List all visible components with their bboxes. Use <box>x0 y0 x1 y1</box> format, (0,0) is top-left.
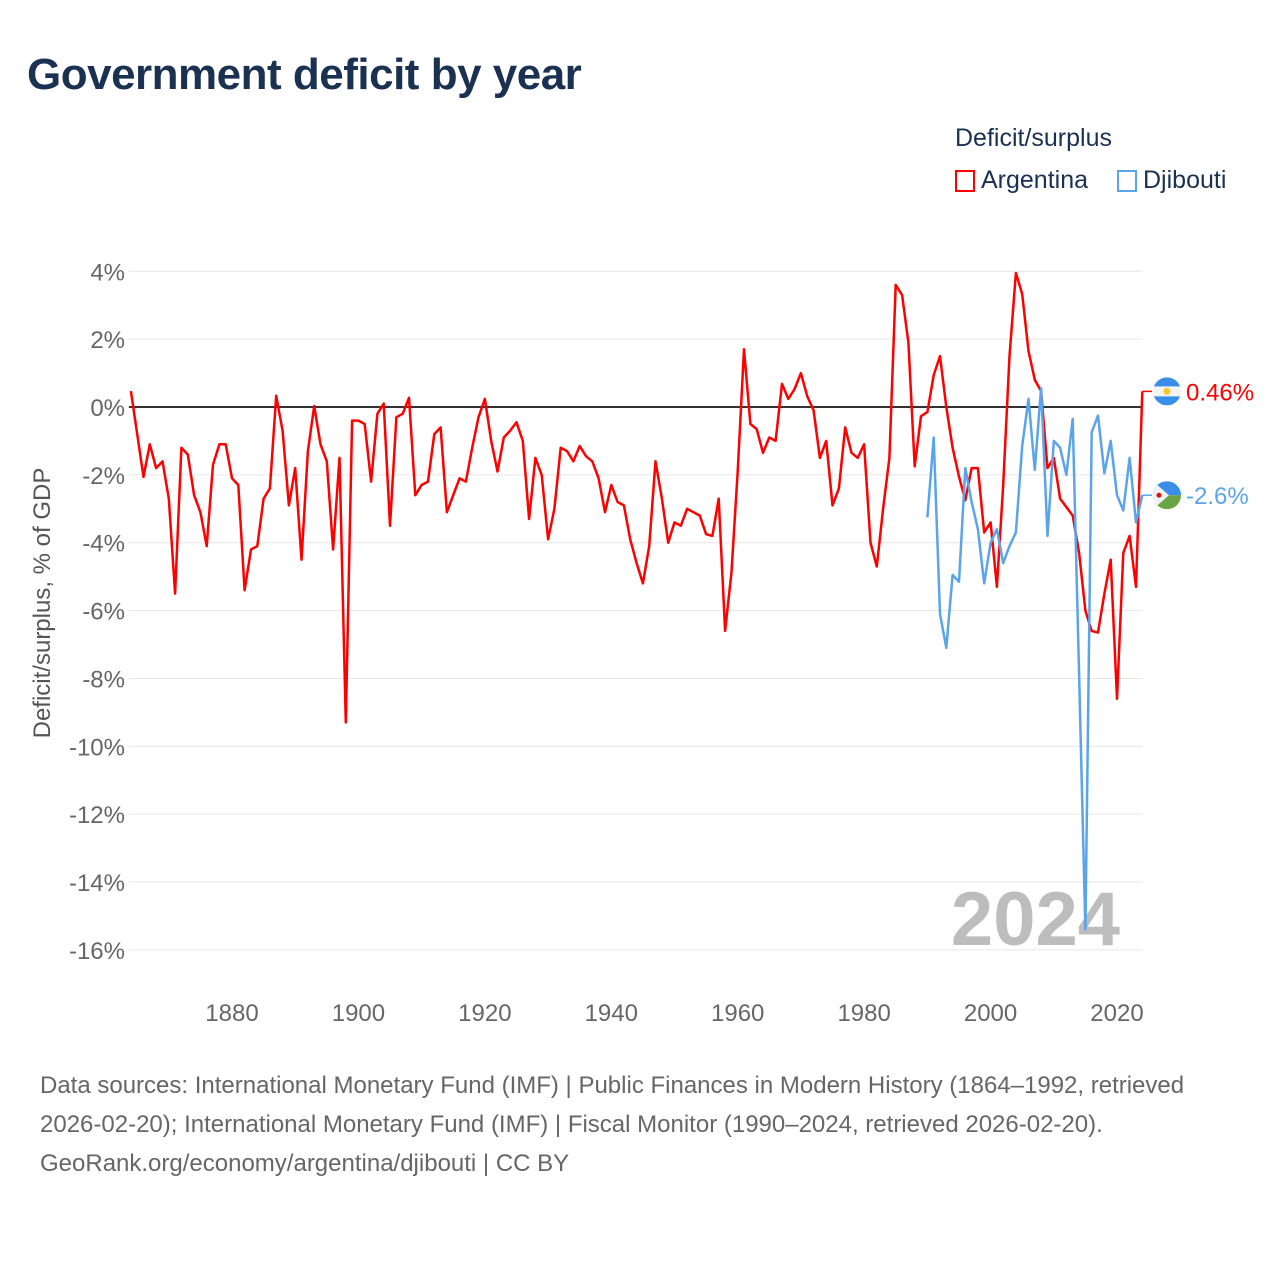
y-tick-label: -10% <box>69 734 125 761</box>
flag-body <box>1153 377 1181 406</box>
y-tick-label: 0% <box>90 395 125 422</box>
y-tick-label: 4% <box>90 259 125 286</box>
legend-label: Argentina <box>981 166 1089 194</box>
end-value-label: -2.6% <box>1186 483 1249 510</box>
y-tick-label: -4% <box>82 531 125 558</box>
y-tick-label: -8% <box>82 666 125 693</box>
end-value-label: 0.46% <box>1186 379 1254 406</box>
flag-star <box>1156 492 1162 498</box>
x-tick-label: 1940 <box>585 1000 638 1027</box>
legend-swatch-argentina <box>955 169 975 192</box>
series-line-argentina <box>129 271 1144 724</box>
y-tick-label: -16% <box>69 938 125 965</box>
x-tick-label: 1900 <box>332 1000 385 1027</box>
data-sources: Data sources: International Monetary Fun… <box>40 1072 1185 1138</box>
x-tick-label: 1960 <box>711 1000 764 1027</box>
flag-body <box>1153 481 1181 510</box>
footer: Data sources: International Monetary Fun… <box>40 1066 1250 1183</box>
y-tick-label: -2% <box>82 463 125 490</box>
y-axis-label: Deficit/surplus, % of GDP <box>29 468 56 739</box>
legend-item-argentina[interactable]: Argentina <box>955 166 1088 195</box>
x-tick-label: 2020 <box>1090 1000 1143 1027</box>
flag-stripe <box>1153 396 1181 406</box>
x-tick-label: 1920 <box>458 1000 511 1027</box>
chart-title: Government deficit by year <box>27 50 582 99</box>
x-tick-label: 2000 <box>964 1000 1017 1027</box>
year-watermark: 2024 <box>951 877 1120 962</box>
y-tick-label: 2% <box>90 327 125 354</box>
credit-link[interactable]: GeoRank.org/economy/argentina/djibouti |… <box>40 1150 570 1177</box>
djibouti-flag-icon <box>1153 481 1181 510</box>
x-tick-label: 1980 <box>837 1000 890 1027</box>
y-tick-label: -14% <box>69 870 125 897</box>
x-tick-label: 1880 <box>205 1000 258 1027</box>
y-tick-label: -12% <box>69 802 125 829</box>
legend-label: Djibouti <box>1143 166 1227 194</box>
flag-stripe <box>1153 377 1181 387</box>
legend-title: Deficit/surplus <box>955 124 1112 152</box>
argentina-flag-icon <box>1153 377 1181 406</box>
series-line-djibouti <box>926 386 1144 931</box>
flag-sun <box>1163 387 1171 395</box>
y-tick-label: -6% <box>82 599 125 626</box>
legend-swatch-djibouti <box>1117 169 1137 192</box>
legend-item-djibouti[interactable]: Djibouti <box>1117 166 1226 195</box>
chart-plot: 4% 2% 0% -2% -4% -6% -8% -10% -12% -14% -16% 1880 19… <box>29 259 1254 1027</box>
